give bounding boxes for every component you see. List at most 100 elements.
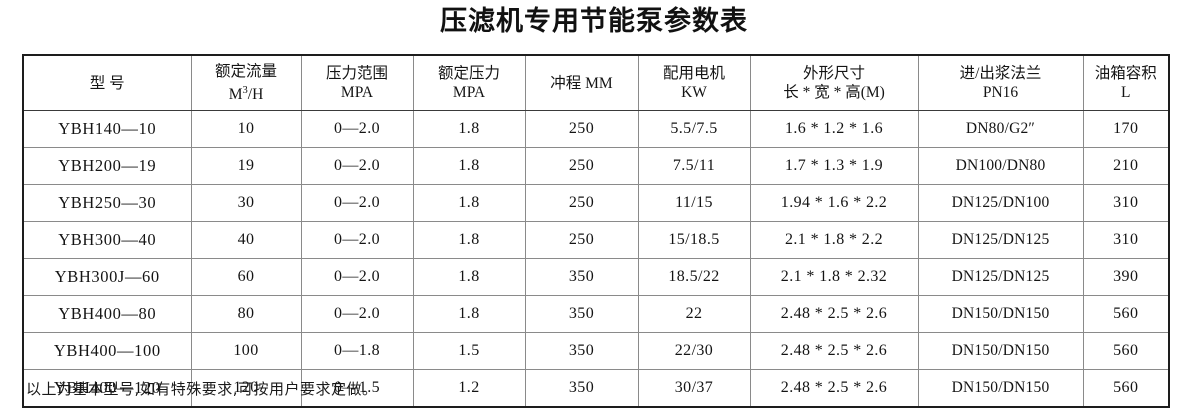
cell-tank: 170: [1082, 110, 1170, 148]
cell-motor: 7.5/11: [637, 147, 751, 185]
table-row: YBH200—19 19 0—2.0 1.8 250 7.5/11 1.7 * 1.3 * …: [22, 147, 1170, 185]
cell-tank: 210: [1082, 147, 1170, 185]
column-header-line1: 进/出浆法兰: [959, 65, 1042, 82]
cell-dimension: 2.48 * 2.5 * 2.6: [749, 295, 919, 333]
parameters-table: 型 号 额定流量 M3/H 压力范围 MPA 额定压力 MPA 冲程 MM 配用电机 KW 外形尺寸…: [22, 54, 1170, 408]
column-header-line2: PN16: [982, 84, 1019, 101]
cell-motor: 5.5/7.5: [637, 110, 751, 148]
cell-stroke: 250: [524, 184, 639, 222]
cell-dimension: 2.48 * 2.5 * 2.6: [749, 369, 919, 408]
cell-flow: 30: [190, 184, 302, 222]
table-row: YBH140—10 10 0—2.0 1.8 250 5.5/7.5 1.6 * 1.2 *…: [22, 110, 1170, 148]
cell-stroke: 250: [524, 221, 639, 259]
cell-dimension: 2.1 * 1.8 * 2.32: [749, 258, 919, 296]
cell-stroke: 250: [524, 147, 639, 185]
table-header: 型 号 额定流量 M3/H 压力范围 MPA 额定压力 MPA 冲程 MM 配用电机 KW 外形尺寸…: [22, 54, 1170, 111]
cell-rated_pressure: 1.8: [412, 184, 526, 222]
cell-tank: 390: [1082, 258, 1170, 296]
cell-flange: DN100/DN80: [917, 147, 1084, 185]
cell-model: YBH140—10: [22, 110, 192, 148]
cell-tank: 560: [1082, 295, 1170, 333]
table-row: YBH300—40 40 0—2.0 1.8 250 15/18.5 2.1 * 1.8 *…: [22, 221, 1170, 259]
cell-model: YBH300J—60: [22, 258, 192, 296]
cell-flange: DN125/DN125: [917, 221, 1084, 259]
cell-stroke: 350: [524, 332, 639, 370]
column-header-line1: 外形尺寸: [802, 65, 865, 82]
cell-motor: 22: [637, 295, 751, 333]
cell-motor: 30/37: [637, 369, 751, 408]
cell-motor: 11/15: [637, 184, 751, 222]
cell-motor: 15/18.5: [637, 221, 751, 259]
cell-flow: 19: [190, 147, 302, 185]
cell-tank: 310: [1082, 221, 1170, 259]
column-header-pressure_range: 压力范围 MPA: [300, 54, 414, 111]
cell-pressure_range: 0—2.0: [300, 147, 414, 185]
column-header-motor: 配用电机 KW: [637, 54, 751, 111]
footnote: 以上为基本型号,如有特殊要求,可按用户要求定做。: [26, 380, 378, 398]
column-header-line2: M3/H: [228, 84, 264, 104]
column-header-line1: 油箱容积: [1094, 65, 1157, 82]
cell-pressure_range: 0—2.0: [300, 221, 414, 259]
cell-flow: 100: [190, 332, 302, 370]
cell-flange: DN150/DN150: [917, 332, 1084, 370]
cell-flow: 60: [190, 258, 302, 296]
cell-model: YBH200—19: [22, 147, 192, 185]
cell-pressure_range: 0—1.8: [300, 332, 414, 370]
column-header-line1: 配用电机: [662, 65, 725, 82]
cell-pressure_range: 0—2.0: [300, 110, 414, 148]
cell-flange: DN80/G2″: [917, 110, 1084, 148]
cell-flow: 40: [190, 221, 302, 259]
column-header-line2: MPA: [452, 84, 486, 101]
column-header-line2: 长 * 宽 * 高(M): [783, 84, 885, 101]
cell-stroke: 350: [524, 369, 639, 408]
column-header-line1: 额定压力: [437, 65, 500, 82]
cell-flow: 10: [190, 110, 302, 148]
column-header-flow: 额定流量 M3/H: [190, 54, 302, 111]
cell-rated_pressure: 1.8: [412, 110, 526, 148]
column-header-line2: L: [1121, 84, 1131, 101]
cell-flange: DN125/DN125: [917, 258, 1084, 296]
cell-motor: 22/30: [637, 332, 751, 370]
column-header-flange: 进/出浆法兰 PN16: [917, 54, 1084, 111]
cell-pressure_range: 0—2.0: [300, 258, 414, 296]
cell-model: YBH400—120: [22, 369, 192, 408]
column-header-line1: 压力范围: [325, 65, 388, 82]
table-row: YBH400—100 100 0—1.8 1.5 350 22/30 2.48 * 2.5 …: [22, 332, 1170, 370]
column-header-line1: 额定流量: [214, 62, 277, 80]
cell-rated_pressure: 1.5: [412, 332, 526, 370]
cell-flange: DN150/DN150: [917, 295, 1084, 333]
cell-flange: DN150/DN150: [917, 369, 1084, 408]
cell-dimension: 2.1 * 1.8 * 2.2: [749, 221, 919, 259]
cell-rated_pressure: 1.8: [412, 147, 526, 185]
column-header-model: 型 号: [22, 54, 192, 111]
table-body: YBH140—10 10 0—2.0 1.8 250 5.5/7.5 1.6 * 1.2 *…: [22, 110, 1170, 408]
column-header-line2: KW: [681, 84, 707, 101]
cell-rated_pressure: 1.8: [412, 295, 526, 333]
cell-stroke: 250: [524, 110, 639, 148]
cell-flange: DN125/DN100: [917, 184, 1084, 222]
cell-model: YBH400—80: [22, 295, 192, 333]
cell-pressure_range: 0—2.0: [300, 295, 414, 333]
column-header-line1: 型 号: [89, 74, 125, 92]
cell-model: YBH400—100: [22, 332, 192, 370]
cell-flow: 80: [190, 295, 302, 333]
table-row: YBH300J—60 60 0—2.0 1.8 350 18.5/22 2.1 * 1.8 …: [22, 258, 1170, 296]
cell-dimension: 1.94 * 1.6 * 2.2: [749, 184, 919, 222]
cell-dimension: 1.6 * 1.2 * 1.6: [749, 110, 919, 148]
table-row: YBH400—120 120 0—1.5 1.2 350 30/37 2.48 * 2.5 …: [22, 369, 1170, 408]
cell-tank: 560: [1082, 332, 1170, 370]
column-header-line2: MPA: [340, 84, 374, 101]
cell-tank: 310: [1082, 184, 1170, 222]
cell-rated_pressure: 1.8: [412, 258, 526, 296]
page-title: 压滤机专用节能泵参数表: [440, 6, 748, 37]
cell-motor: 18.5/22: [637, 258, 751, 296]
cell-stroke: 350: [524, 258, 639, 296]
cell-flow: 120: [190, 369, 302, 408]
column-header-tank: 油箱容积 L: [1082, 54, 1170, 111]
cell-tank: 560: [1082, 369, 1170, 408]
table-row: YBH250—30 30 0—2.0 1.8 250 11/15 1.94 * 1.6 * …: [22, 184, 1170, 222]
cell-rated_pressure: 1.8: [412, 221, 526, 259]
cell-rated_pressure: 1.2: [412, 369, 526, 408]
cell-dimension: 2.48 * 2.5 * 2.6: [749, 332, 919, 370]
